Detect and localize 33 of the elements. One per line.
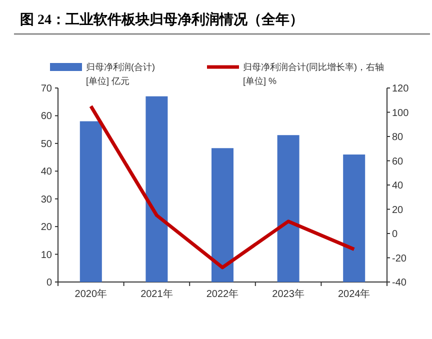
y2-tick-label: 80	[392, 132, 404, 143]
y-tick-label: 40	[40, 166, 52, 178]
y2-tick-label: 0	[392, 229, 398, 240]
bar	[343, 154, 366, 282]
y-tick-label: 60	[40, 111, 52, 122]
y2-tick-label: 20	[392, 204, 404, 216]
y2-tick-label: -20	[392, 253, 407, 264]
y2-tick-label: 40	[392, 180, 404, 192]
bar	[80, 121, 102, 282]
x-tick-label: 2021年	[140, 288, 173, 300]
y-tick-label: 50	[40, 138, 52, 150]
y2-tick-label: 120	[392, 84, 410, 94]
y-tick-label: 10	[40, 250, 52, 261]
x-tick-label: 2022年	[206, 288, 239, 300]
chart-title: 图 24：工业软件板块归母净利润情况（全年）	[20, 11, 304, 28]
x-tick-label: 2020年	[74, 288, 108, 300]
y-tick-label: 70	[40, 84, 52, 94]
y-tick-label: 0	[46, 278, 52, 288]
x-tick-label: 2023年	[272, 288, 304, 300]
legend-label: 归母净利润(合计)	[86, 62, 155, 72]
y2-tick-label: -40	[392, 278, 407, 288]
y2-tick-label: 100	[392, 108, 410, 119]
bar	[212, 148, 234, 282]
bar	[146, 96, 168, 282]
bar	[277, 135, 300, 282]
y-axis-title: [单位] 亿元	[86, 76, 130, 86]
line-series	[89, 104, 356, 270]
x-tick-label: 2024年	[338, 288, 370, 300]
legend-label: 归母净利润合计(同比增长率)，右轴	[243, 62, 384, 72]
y2-axis-title: [单位] %	[243, 76, 277, 86]
y-tick-label: 20	[40, 222, 52, 234]
y2-tick-label: 60	[392, 156, 404, 168]
y-tick-label: 30	[40, 194, 52, 206]
